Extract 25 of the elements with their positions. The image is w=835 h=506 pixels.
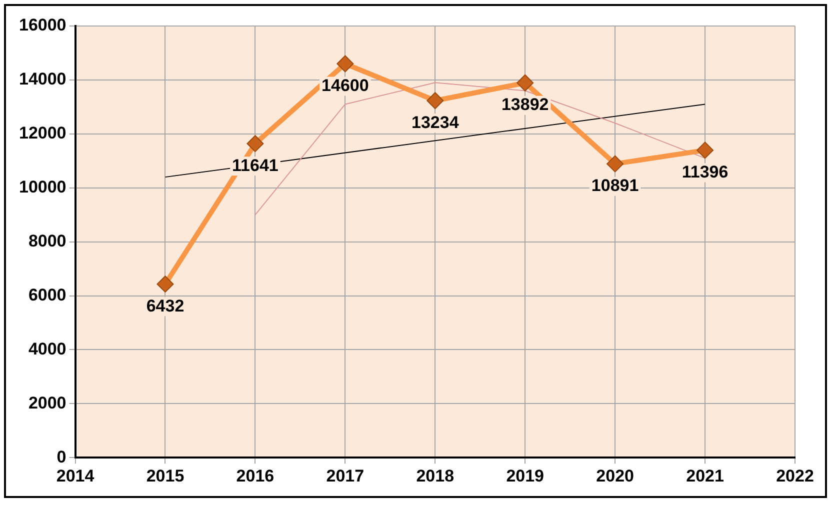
data-label: 13892 (501, 95, 549, 114)
y-tick-label: 2000 (28, 393, 66, 412)
data-label: 13234 (411, 112, 460, 132)
data-label: 10891 (591, 176, 639, 196)
x-tick-label: 2021 (686, 466, 724, 486)
x-tick-label: 2015 (146, 466, 184, 486)
y-tick-label: 12000 (18, 124, 66, 143)
x-tick-label: 2020 (596, 466, 634, 486)
y-tick-label: 16000 (18, 16, 66, 35)
data-label: 11641 (232, 156, 278, 175)
y-tick-label: 6000 (28, 285, 66, 304)
y-tick-label: 0 (56, 447, 66, 466)
x-tick-label: 2018 (416, 466, 454, 486)
data-label: 14600 (322, 76, 369, 95)
x-tick-label: 2017 (326, 466, 364, 486)
x-tick-label: 2016 (236, 466, 274, 486)
y-tick-label: 4000 (28, 339, 66, 358)
y-tick-label: 8000 (28, 231, 66, 250)
x-tick-label: 2014 (56, 466, 95, 486)
x-tick-label: 2019 (506, 466, 544, 486)
data-label: 6432 (146, 296, 184, 316)
data-label: 11396 (682, 162, 728, 182)
x-tick-label: 2022 (776, 466, 814, 486)
y-tick-label: 10000 (18, 178, 66, 197)
y-tick-label: 14000 (18, 70, 66, 89)
